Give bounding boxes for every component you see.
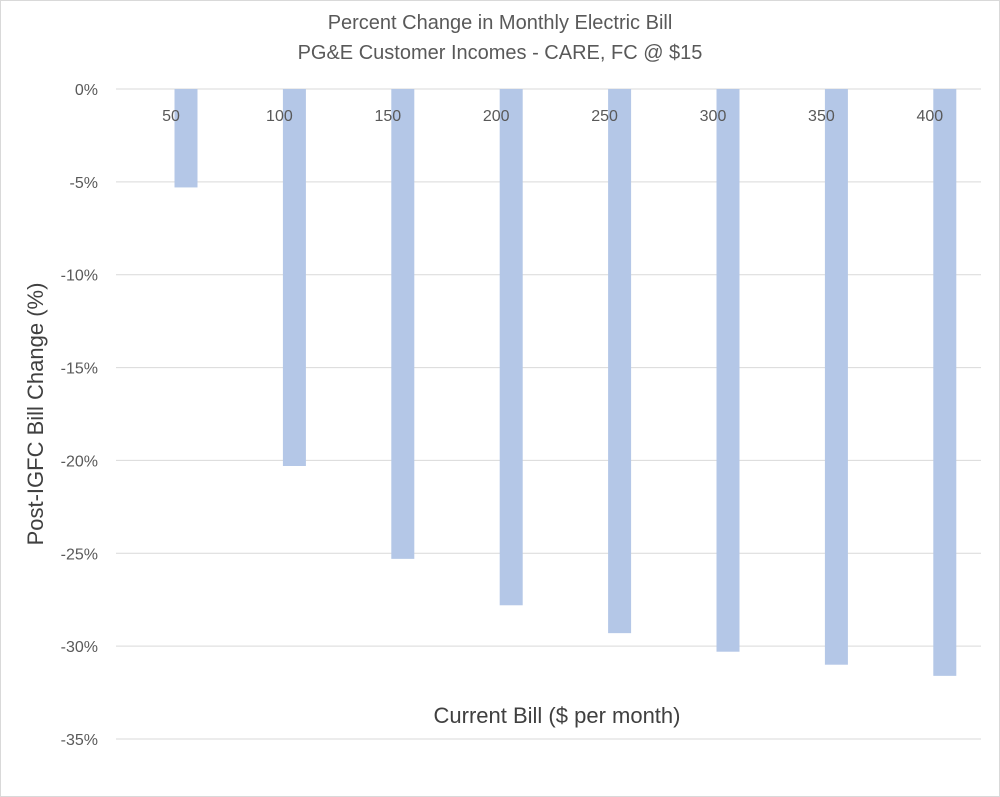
bars bbox=[174, 89, 957, 676]
bar bbox=[608, 89, 632, 634]
bar bbox=[282, 89, 306, 466]
gridlines bbox=[116, 88, 981, 740]
y-tick-label: -5% bbox=[70, 175, 98, 192]
y-tick-labels: 0% -5% -10% -15% -20% -25% -30% -35% bbox=[61, 82, 98, 749]
y-axis-title: Post-IGFC Bill Change (%) bbox=[23, 283, 48, 546]
bar bbox=[174, 89, 198, 188]
x-tick-label: 150 bbox=[374, 108, 401, 125]
bar bbox=[824, 89, 848, 665]
chart-subtitle: PG&E Customer Incomes - CARE, FC @ $15 bbox=[298, 42, 703, 64]
x-tick-labels: 50 100 150 200 250 300 350 400 bbox=[162, 108, 943, 125]
x-tick-label: 300 bbox=[700, 108, 727, 125]
x-tick-label: 200 bbox=[483, 108, 510, 125]
y-tick-label: -10% bbox=[61, 268, 98, 285]
y-tick-label: -30% bbox=[61, 639, 98, 656]
bar bbox=[716, 89, 740, 652]
x-tick-label: 350 bbox=[808, 108, 835, 125]
x-axis-title: Current Bill ($ per month) bbox=[434, 703, 681, 728]
bar bbox=[933, 89, 957, 676]
y-tick-label: 0% bbox=[75, 82, 98, 99]
y-tick-label: -15% bbox=[61, 361, 98, 378]
x-tick-label: 100 bbox=[266, 108, 293, 125]
x-tick-label: 50 bbox=[162, 108, 180, 125]
bar bbox=[499, 89, 523, 606]
x-tick-label: 250 bbox=[591, 108, 618, 125]
y-tick-label: -20% bbox=[61, 453, 98, 470]
x-tick-label: 400 bbox=[916, 108, 943, 125]
y-tick-label: -25% bbox=[61, 546, 98, 563]
bar bbox=[391, 89, 415, 559]
y-tick-label: -35% bbox=[61, 732, 98, 749]
chart-title: Percent Change in Monthly Electric Bill bbox=[328, 12, 673, 34]
